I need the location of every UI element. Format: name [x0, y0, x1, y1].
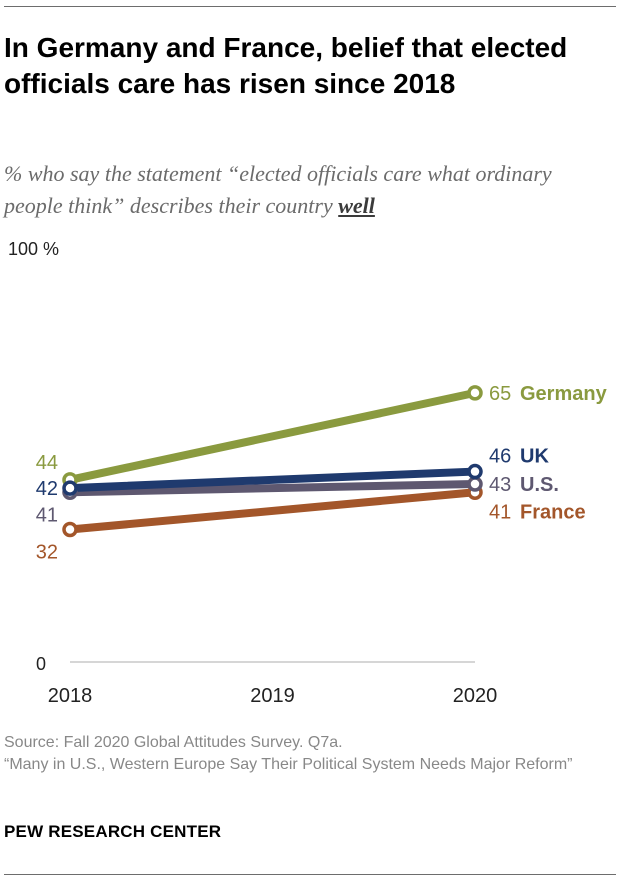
report-title-note: “Many in U.S., Western Europe Say Their …	[4, 756, 573, 773]
data-label-france-end: 41	[489, 501, 511, 523]
line-chart: 100 % 0 2018 2019 2020 44 65 Germany 41 43 U.S. 42 4…	[0, 230, 620, 710]
series-name-label-uk: UK	[520, 446, 549, 468]
chart-subtitle: % who say the statement “elected officia…	[4, 158, 604, 222]
series-name-label-u-s: U.S.	[520, 474, 559, 496]
data-point-france-2018	[62, 521, 78, 538]
footer-notes: Source: Fall 2020 Global Attitudes Surve…	[4, 732, 604, 776]
subtitle-text: % who say the statement “elected officia…	[4, 161, 552, 218]
data-label-germany-end: 65	[489, 383, 511, 405]
y-tick-label-max: 100 %	[8, 239, 59, 259]
series-line-u-s	[66, 479, 479, 497]
x-tick-label-2019: 2019	[250, 685, 295, 707]
data-point-uk-2018	[62, 480, 78, 496]
subtitle-emphasis: well	[338, 193, 375, 218]
data-label-u-s-start: 41	[36, 504, 58, 526]
data-point-u-s-2020	[467, 476, 483, 492]
series-line-uk	[66, 467, 479, 493]
data-label-germany-start: 44	[36, 452, 58, 474]
data-point-germany-2020	[467, 385, 483, 401]
source-note: Source: Fall 2020 Global Attitudes Surve…	[4, 734, 343, 751]
data-label-france-start: 32	[36, 542, 58, 564]
series-name-label-germany: Germany	[520, 383, 608, 405]
series-name-label-france: France	[520, 501, 586, 523]
top-rule	[4, 6, 616, 7]
pew-research-center-logo: PEW RESEARCH CENTER	[4, 822, 222, 841]
x-tick-label-2020: 2020	[453, 685, 498, 707]
y-tick-label-min: 0	[36, 654, 46, 674]
x-tick-label-2018: 2018	[48, 685, 93, 707]
series-line-france	[66, 488, 479, 534]
data-label-u-s-end: 43	[489, 474, 511, 496]
data-label-uk-end: 46	[489, 446, 511, 468]
data-label-uk-start: 42	[36, 478, 58, 500]
series-line-germany	[66, 388, 479, 484]
data-point-uk-2020	[467, 463, 483, 480]
bottom-rule	[4, 874, 616, 875]
chart-title: In Germany and France, belief that elect…	[4, 32, 568, 99]
